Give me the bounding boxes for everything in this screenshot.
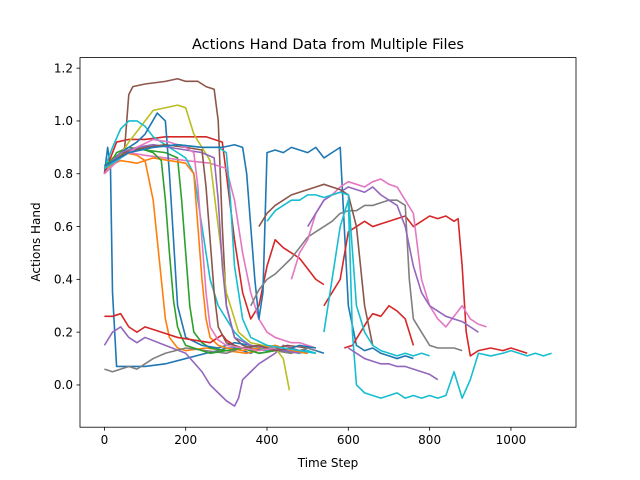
- plot-frame: [79, 57, 577, 428]
- chart-title: Actions Hand Data from Multiple Files: [192, 37, 464, 53]
- x-axis-title: Time Step: [297, 456, 359, 470]
- series-line-27: [266, 191, 430, 357]
- x-tick-label: 1000: [496, 433, 527, 447]
- series-line-7: [103, 151, 317, 349]
- series-line-26: [258, 183, 374, 346]
- series-line-28: [347, 347, 439, 381]
- series-line-15: [103, 143, 300, 355]
- series-line-20: [323, 215, 528, 357]
- series-line-13: [103, 146, 276, 355]
- series-line-2: [103, 151, 308, 355]
- y-tick-label: 0.6: [54, 220, 73, 234]
- x-tick-label: 200: [174, 433, 197, 447]
- series-line-4: [103, 136, 325, 320]
- y-tick-label: 0.2: [54, 325, 73, 339]
- series-line-22: [250, 199, 463, 352]
- y-tick-label: 0.0: [54, 378, 73, 392]
- series-line-21: [344, 304, 415, 349]
- series-layer: [103, 77, 552, 407]
- y-tick-label: 1.2: [54, 61, 73, 75]
- series-line-19: [104, 143, 414, 360]
- series-line-8: [104, 344, 317, 373]
- series-line-16: [103, 143, 292, 352]
- y-tick-label: 0.4: [54, 273, 73, 287]
- series-line-17: [103, 138, 276, 352]
- x-tick-label: 400: [256, 433, 279, 447]
- axes-layer: 0 200 400 600 800 1000 0.0 0.2 0.4 0.6 0.8 1.0 1.2: [54, 61, 526, 447]
- y-axis-title: Actions Hand: [29, 202, 43, 281]
- x-tick-label: 800: [418, 433, 441, 447]
- x-tick-label: 0: [101, 433, 109, 447]
- y-tick-label: 0.8: [54, 167, 73, 181]
- y-tick-label: 1.0: [54, 114, 73, 128]
- series-line-23: [323, 199, 552, 399]
- x-tick-label: 600: [337, 433, 360, 447]
